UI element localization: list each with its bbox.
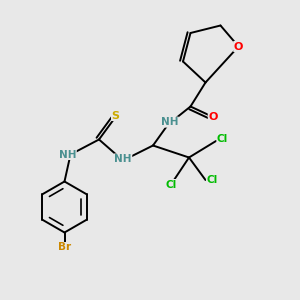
Text: S: S [112, 110, 119, 121]
Text: Cl: Cl [217, 134, 228, 145]
Text: NH: NH [114, 154, 132, 164]
Text: O: O [208, 112, 218, 122]
Text: Br: Br [58, 242, 71, 253]
Text: O: O [234, 41, 243, 52]
Text: NH: NH [59, 149, 76, 160]
Text: NH: NH [161, 117, 178, 127]
Text: Cl: Cl [206, 175, 218, 185]
Text: Cl: Cl [165, 179, 177, 190]
